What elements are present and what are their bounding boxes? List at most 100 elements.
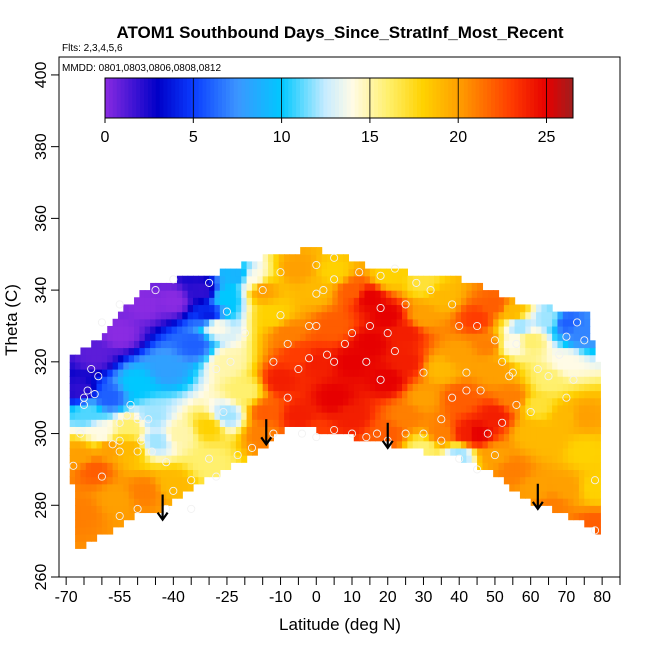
heatmap-cell bbox=[155, 282, 162, 291]
heatmap-cell bbox=[230, 376, 237, 384]
heatmap-cell bbox=[155, 469, 162, 478]
heatmap-cell bbox=[509, 390, 516, 399]
heatmap-cell bbox=[444, 340, 451, 349]
heatmap-cell bbox=[219, 268, 226, 277]
heatmap-cell bbox=[235, 426, 242, 435]
heatmap-cell bbox=[316, 261, 323, 270]
heatmap-cell bbox=[589, 383, 596, 392]
colorbar-swatch bbox=[452, 78, 457, 118]
heatmap-cell bbox=[251, 426, 258, 435]
colorbar-swatch bbox=[409, 78, 414, 118]
heatmap-cell bbox=[477, 433, 484, 442]
heatmap-cell bbox=[187, 354, 194, 363]
heatmap-cell bbox=[402, 318, 408, 327]
heatmap-cell bbox=[466, 347, 473, 356]
heatmap-cell bbox=[171, 455, 178, 463]
heatmap-cell bbox=[498, 304, 505, 313]
heatmap-cell bbox=[187, 325, 194, 334]
heatmap-cell bbox=[134, 311, 140, 320]
heatmap-cell bbox=[80, 533, 87, 542]
heatmap-cell bbox=[326, 268, 333, 277]
heatmap-cell bbox=[187, 476, 194, 485]
heatmap-cell bbox=[466, 318, 473, 327]
heatmap-cell bbox=[326, 404, 333, 413]
heatmap-cell bbox=[176, 282, 183, 291]
colorbar-swatch bbox=[526, 78, 531, 118]
heatmap-cell bbox=[139, 369, 146, 377]
heatmap-cell bbox=[305, 390, 312, 399]
heatmap-cell bbox=[150, 340, 157, 349]
observation-point bbox=[79, 393, 89, 402]
heatmap-cell bbox=[193, 455, 199, 463]
heatmap-cell bbox=[434, 311, 441, 320]
heatmap-cell bbox=[482, 419, 489, 427]
heatmap-cell bbox=[257, 426, 264, 435]
heatmap-cell bbox=[321, 412, 328, 420]
heatmap-cell bbox=[503, 325, 510, 334]
heatmap-cell bbox=[75, 376, 82, 384]
heatmap-cell bbox=[257, 397, 264, 406]
heatmap-cell bbox=[364, 419, 371, 427]
heatmap-cell bbox=[246, 311, 253, 320]
heatmap-cell bbox=[321, 297, 328, 306]
heatmap-cell bbox=[557, 498, 564, 506]
heatmap-cell bbox=[107, 447, 114, 456]
heatmap-cell bbox=[568, 369, 575, 377]
heatmap-cell bbox=[573, 311, 580, 320]
heatmap-cell bbox=[530, 433, 537, 442]
heatmap-cell bbox=[278, 275, 285, 284]
heatmap-cell bbox=[80, 347, 87, 356]
heatmap-cell bbox=[225, 383, 232, 392]
heatmap-cell bbox=[353, 340, 360, 349]
heatmap-cell bbox=[477, 304, 484, 313]
observation-point bbox=[347, 329, 357, 338]
heatmap-cell bbox=[391, 347, 398, 356]
heatmap-cell bbox=[460, 347, 467, 356]
heatmap-cell bbox=[573, 483, 580, 492]
heatmap-cell bbox=[139, 505, 146, 514]
heatmap-cell bbox=[150, 490, 157, 499]
heatmap-cell bbox=[460, 325, 467, 334]
heatmap-cell bbox=[321, 290, 328, 298]
heatmap-cell bbox=[284, 254, 291, 263]
heatmap-cell bbox=[337, 275, 344, 284]
heatmap-cell bbox=[444, 383, 451, 392]
heatmap-cell bbox=[509, 469, 516, 478]
heatmap-cell bbox=[112, 469, 119, 478]
heatmap-cell bbox=[128, 476, 135, 485]
heatmap-cell bbox=[546, 404, 553, 413]
heatmap-cell bbox=[412, 383, 419, 392]
observation-point bbox=[390, 347, 399, 356]
heatmap-cell bbox=[380, 361, 387, 370]
heatmap-cell bbox=[134, 455, 140, 463]
heatmap-cell bbox=[294, 254, 301, 263]
heatmap-cell bbox=[246, 412, 253, 420]
heatmap-cell bbox=[332, 318, 339, 327]
colorbar-swatch bbox=[514, 78, 519, 118]
heatmap-cell bbox=[348, 347, 355, 356]
observation-point bbox=[297, 429, 307, 438]
heatmap-cell bbox=[552, 369, 559, 377]
heatmap-cell bbox=[380, 419, 387, 427]
observation-point bbox=[473, 465, 482, 474]
heatmap-cell bbox=[568, 412, 575, 420]
heatmap-cell bbox=[214, 390, 221, 399]
heatmap-cell bbox=[251, 347, 258, 356]
heatmap-cell bbox=[402, 419, 408, 427]
heatmap-cell bbox=[407, 369, 414, 377]
heatmap-cell bbox=[391, 354, 398, 363]
heatmap-cell bbox=[568, 426, 575, 435]
heatmap-cell bbox=[348, 419, 355, 427]
heatmap-cell bbox=[139, 490, 146, 499]
heatmap-cell bbox=[150, 290, 157, 298]
heatmap-cell bbox=[391, 390, 398, 399]
heatmap-cell bbox=[546, 490, 553, 499]
heatmap-cell bbox=[91, 519, 98, 528]
heatmap-cell bbox=[541, 333, 548, 341]
heatmap-cell bbox=[310, 275, 317, 284]
heatmap-cell bbox=[171, 311, 178, 320]
heatmap-cell bbox=[246, 376, 253, 384]
heatmap-cell bbox=[150, 304, 157, 313]
heatmap-cell bbox=[117, 462, 124, 471]
observation-point bbox=[490, 336, 499, 345]
